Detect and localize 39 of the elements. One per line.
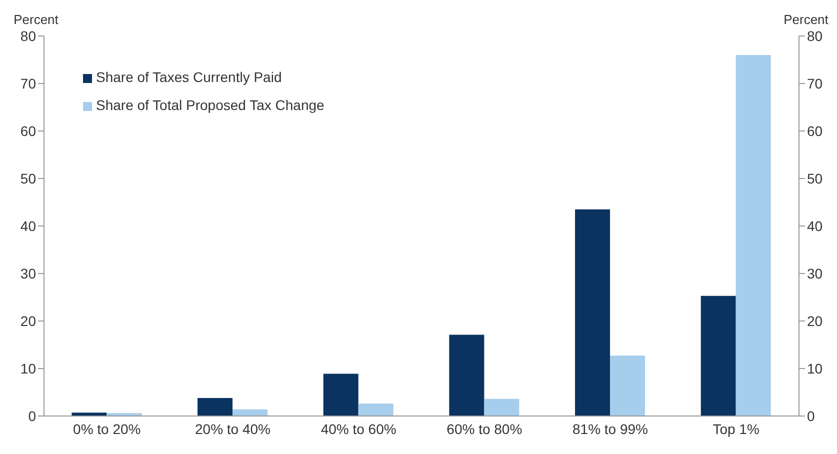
x-tick-label: 81% to 99%: [572, 420, 648, 437]
y2-tick-label: 10: [807, 360, 823, 376]
y2-axis-title: Percent: [784, 12, 829, 27]
bar: [72, 412, 107, 416]
y-tick-label: 80: [20, 28, 36, 44]
x-tick-label: 40% to 60%: [320, 420, 396, 437]
legend-label: Share of Taxes Currently Paid: [96, 69, 282, 85]
x-tick-label: 60% to 80%: [446, 420, 522, 437]
y-tick-label: 0: [28, 408, 36, 424]
y-tick-label: 60: [20, 122, 36, 139]
y2-tick-label: 40: [807, 218, 823, 234]
y-tick-label: 40: [20, 218, 36, 234]
bar: [232, 409, 268, 416]
bar: [700, 296, 736, 416]
x-tick-label: Top 1%: [712, 420, 760, 437]
y-tick-label: 50: [20, 170, 36, 186]
bar: [484, 398, 520, 416]
y-axis-title: Percent: [14, 12, 59, 27]
y-tick-label: 10: [20, 360, 36, 376]
y2-tick-label: 60: [807, 122, 823, 139]
y2-tick-label: 20: [807, 312, 823, 329]
y2-tick-label: 80: [807, 28, 823, 44]
bar: [610, 356, 646, 416]
x-tick-label: 0% to 20%: [73, 420, 141, 437]
y-tick-label: 70: [20, 75, 36, 92]
x-tick-label: 20% to 40%: [195, 420, 270, 437]
bar: [198, 398, 233, 416]
bar: [358, 404, 394, 416]
y-tick-label: 30: [20, 265, 36, 282]
legend-label: Share of Total Proposed Tax Change: [96, 97, 324, 113]
y2-tick-label: 30: [807, 265, 823, 282]
y2-tick-label: 70: [807, 75, 823, 92]
bar: [736, 55, 771, 416]
y-tick-label: 20: [20, 312, 36, 329]
bar: [575, 209, 610, 416]
bar: [323, 374, 358, 416]
y2-tick-label: 50: [807, 170, 823, 186]
y2-tick-label: 0: [807, 408, 815, 424]
bar: [449, 334, 484, 416]
